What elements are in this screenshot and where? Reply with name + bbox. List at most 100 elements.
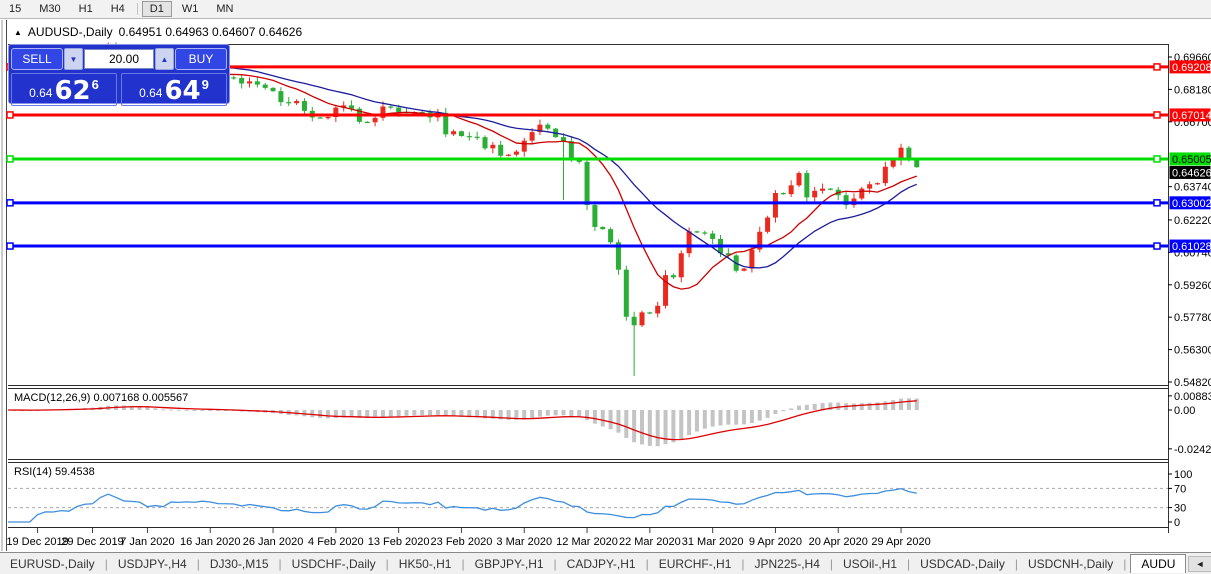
level-line-marker[interactable] <box>6 111 14 119</box>
macd-histogram-bar <box>506 410 511 420</box>
chart-tab-usdchf[interactable]: USDCHF-,Daily <box>291 556 376 571</box>
volume-decrease-button[interactable]: ▼ <box>64 48 83 70</box>
candle <box>827 188 833 190</box>
macd-histogram-bar <box>914 398 919 410</box>
chart-tab-eurchf[interactable]: EURCHF-,H1 <box>658 556 732 571</box>
candle <box>521 140 527 152</box>
volume-input[interactable]: 20.00 <box>84 49 154 69</box>
chart-tab-dj30[interactable]: DJ30-,M15 <box>209 556 269 571</box>
candle <box>796 173 802 186</box>
macd-histogram-bar <box>475 410 480 418</box>
price-tick-label: 0.56300 <box>1174 345 1211 357</box>
macd-histogram-bar <box>333 410 338 419</box>
macd-histogram-bar <box>341 410 346 418</box>
rsi-tick-label: 0 <box>1174 517 1180 529</box>
chart-tab-bar: EURUSD-,Daily | USDJPY-,H4 | DJ30-,M15 | USDCH… <box>0 552 1211 574</box>
buy-button[interactable]: BUY <box>175 48 227 70</box>
tab-scroll-left-icon[interactable]: ◄ <box>1195 558 1205 569</box>
macd-histogram-bar <box>632 410 637 443</box>
candle <box>561 137 566 142</box>
macd-histogram-bar <box>537 410 542 417</box>
candle <box>333 107 339 118</box>
candle <box>294 101 300 104</box>
macd-histogram-bar <box>624 410 629 438</box>
timeframe-button-15[interactable]: 15 <box>9 3 22 15</box>
chart-ohlc-values: 0.64951 0.64963 0.64607 0.64626 <box>118 25 303 39</box>
macd-histogram-bar <box>176 409 181 411</box>
timeframe-button-w1[interactable]: W1 <box>181 3 199 15</box>
candle <box>380 106 386 118</box>
macd-histogram-bar <box>561 410 566 416</box>
price-level-badge <box>1169 152 1211 166</box>
macd-histogram-bar <box>153 408 158 410</box>
candle <box>772 193 778 218</box>
chart-tab-eurusd[interactable]: EURUSD-,Daily <box>10 556 95 571</box>
macd-histogram-bar <box>373 410 378 419</box>
one-click-trade-panel: SELL ▼ 20.00 ▲ BUY 0.64 62 6 0.64 64 9 <box>8 44 230 106</box>
chart-tab-usdcnh[interactable]: USDCNH-,Daily <box>1027 556 1114 571</box>
chart-title-row: ▲ AUDUSD-,Daily 0.64951 0.64963 0.64607 … <box>14 25 302 39</box>
candle <box>804 173 810 198</box>
candle <box>765 217 771 232</box>
date-label: 16 Jan 2020 <box>180 536 241 548</box>
chart-tab-cadjpy[interactable]: CADJPY-,H1 <box>566 556 636 571</box>
level-line-marker[interactable] <box>1153 242 1161 250</box>
candle <box>262 84 268 88</box>
candle <box>890 160 896 167</box>
chart-tab-usdjpy[interactable]: USDJPY-,H4 <box>117 556 187 571</box>
buy-price-tile[interactable]: 0.64 64 9 <box>121 73 227 106</box>
macd-histogram-bar <box>765 410 770 418</box>
level-line-marker[interactable] <box>1153 199 1161 207</box>
macd-histogram-bar <box>396 410 401 417</box>
candle <box>655 305 661 314</box>
level-line-marker[interactable] <box>6 155 14 163</box>
chart-tab-hk50[interactable]: HK50-,H1 <box>398 556 452 571</box>
timeframe-button-mn[interactable]: MN <box>216 3 234 15</box>
macd-histogram-bar <box>899 398 904 410</box>
date-label: 13 Feb 2020 <box>368 536 430 548</box>
macd-histogram-bar <box>208 410 213 411</box>
sell-button[interactable]: SELL <box>11 48 63 70</box>
macd-histogram-bar <box>710 410 715 427</box>
macd-histogram-bar <box>828 402 833 410</box>
chart-tab-usdcad[interactable]: USDCAD-,Daily <box>920 556 1005 571</box>
toolbar-separator <box>136 3 138 15</box>
price-level-badge-label: 0.67014 <box>1172 110 1211 122</box>
trade-panel-prices: 0.64 62 6 0.64 64 9 <box>11 73 227 106</box>
timeframe-button-d1[interactable]: D1 <box>141 1 172 17</box>
level-line-marker[interactable] <box>1153 155 1161 163</box>
level-line-marker[interactable] <box>6 199 14 207</box>
timeframe-button-m30[interactable]: M30 <box>39 3 61 15</box>
timeframe-toolbar: 15 M30 H1 H4 D1 W1 MN <box>0 0 1211 19</box>
chart-tab-active-audusd[interactable]: AUDU <box>1130 554 1187 573</box>
chart-symbol-title: AUDUSD-,Daily <box>27 25 113 39</box>
tab-separator: | <box>907 556 911 571</box>
chart-tab-usoil[interactable]: USOil-,H1 <box>843 556 898 571</box>
level-line-marker[interactable] <box>1153 63 1161 71</box>
candle <box>349 105 355 109</box>
collapse-triangle-icon[interactable]: ▲ <box>14 27 22 37</box>
sell-price-pip-digit: 6 <box>91 77 99 92</box>
tab-separator: | <box>1123 556 1127 571</box>
timeframe-button-h4[interactable]: H4 <box>110 3 125 15</box>
candle <box>615 242 621 270</box>
candle <box>670 275 676 278</box>
macd-histogram-bar <box>804 404 809 410</box>
macd-histogram-bar <box>640 410 644 445</box>
candle <box>725 253 731 256</box>
macd-histogram-bar <box>530 410 535 419</box>
macd-histogram-bar <box>365 410 370 419</box>
level-line-marker[interactable] <box>6 242 14 250</box>
timeframe-button-h1[interactable]: H1 <box>78 3 93 15</box>
volume-increase-button[interactable]: ▲ <box>155 48 174 70</box>
chart-tab-jpn225[interactable]: JPN225-,H4 <box>754 556 820 571</box>
level-line-marker[interactable] <box>1153 111 1161 119</box>
candle <box>286 102 292 104</box>
macd-histogram-bar <box>216 410 221 411</box>
candle <box>537 124 543 133</box>
candle <box>812 190 818 198</box>
macd-histogram-bar <box>467 410 472 418</box>
sell-price-prefix: 0.64 <box>29 86 53 100</box>
chart-tab-gbpjpy[interactable]: GBPJPY-,H1 <box>474 556 544 571</box>
sell-price-tile[interactable]: 0.64 62 6 <box>11 73 117 106</box>
